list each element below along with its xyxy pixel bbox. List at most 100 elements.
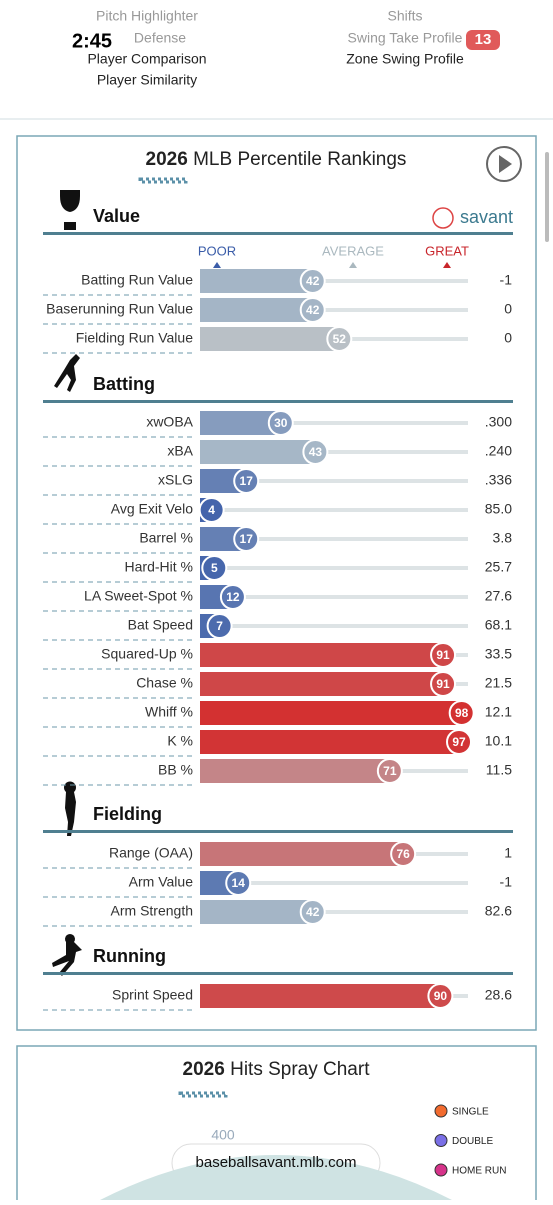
card-title: 2026 Hits Spray Chart: [183, 1059, 371, 1080]
percentile-label: 97: [452, 735, 466, 749]
percentile-badge: [225, 870, 252, 896]
track: [200, 566, 468, 570]
metric-value: .336: [485, 472, 512, 488]
scale-arrow: [349, 262, 357, 268]
metric-name: Bat Speed: [128, 617, 193, 633]
card-title-text: MLB Percentile Rankings: [193, 149, 406, 170]
scale-arrow: [213, 262, 221, 268]
metric-value: 28.6: [485, 987, 512, 1003]
metric-name: xBA: [167, 443, 193, 459]
scale-label: GREAT: [425, 243, 469, 258]
percentile-badge: [302, 439, 329, 465]
card-year: 2026: [183, 1059, 225, 1080]
legend-label: HOME RUN: [452, 1166, 506, 1177]
metric-name: LA Sweet-Spot %: [84, 588, 193, 604]
divider: [0, 118, 553, 120]
percentile-label: 76: [396, 847, 410, 861]
play-icon: [499, 155, 512, 173]
metric-name: Squared-Up %: [101, 646, 193, 662]
percentile-label: 52: [333, 332, 347, 346]
menu-link: Zone Swing Profile: [346, 51, 464, 67]
metric-value: 82.6: [485, 903, 512, 919]
card-title-text: Hits Spray Chart: [230, 1059, 370, 1080]
percentile-bar: [200, 672, 444, 696]
section-rule: [43, 400, 513, 403]
metric-value: .240: [485, 443, 512, 459]
metric-name: Hard-Hit %: [125, 559, 193, 575]
menu-link: Shifts: [387, 8, 422, 24]
percentile-badge: [233, 468, 260, 494]
percentile-badge: [430, 671, 457, 697]
percentile-badge: [376, 758, 403, 784]
percentile-label: 17: [240, 474, 254, 488]
percentile-bar: [200, 440, 316, 464]
metric-name: Range (OAA): [109, 845, 193, 861]
time: 2:45: [72, 30, 112, 52]
legend-dot: [434, 1134, 448, 1147]
card-year: 2026: [146, 149, 188, 170]
track: [200, 881, 468, 885]
metric-name: xSLG: [158, 472, 193, 488]
section-rule: [43, 232, 513, 235]
track: [200, 624, 468, 628]
metric-name: Fielding Run Value: [76, 330, 193, 346]
percentile-badge: [446, 729, 473, 755]
percentile-bar: [200, 411, 281, 435]
percentile-badge: [430, 642, 457, 668]
track: [200, 279, 468, 283]
card-title: 2026 MLB Percentile Rankings: [146, 149, 407, 170]
metric-value: 27.6: [485, 588, 512, 604]
percentile-badge: [427, 983, 454, 1009]
track: [200, 308, 468, 312]
percentile-label: 90: [434, 989, 448, 1003]
metric-value: 1: [504, 845, 512, 861]
battery-level: 13: [475, 31, 492, 48]
section-title: Running: [93, 946, 166, 966]
percentile-bar: [200, 984, 441, 1008]
metric-value: 33.5: [485, 646, 512, 662]
percentile-badge: [299, 297, 326, 323]
scale-label: POOR: [198, 243, 236, 258]
title-underline: [138, 177, 188, 184]
percentile-badge: [390, 841, 417, 867]
metric-name: Arm Strength: [111, 903, 193, 919]
percentile-bar: [200, 298, 313, 322]
legend-label: DOUBLE: [452, 1136, 493, 1147]
percentile-label: 42: [306, 303, 320, 317]
percentile-badge: [299, 899, 326, 925]
metric-value: -1: [500, 874, 513, 890]
percentile-badge: [448, 700, 475, 726]
scale-label: AVERAGE: [322, 243, 384, 258]
section-rule: [43, 972, 513, 975]
percentile-label: 12: [226, 590, 240, 604]
metric-name: BB %: [158, 762, 193, 778]
percentile-label: 17: [240, 532, 254, 546]
percentile-badge: [267, 410, 294, 436]
track: [200, 508, 468, 512]
batter-icon: [54, 354, 80, 392]
percentile-bar: [200, 701, 462, 725]
percentile-bar: [200, 643, 444, 667]
percentile-badge: [219, 584, 246, 610]
track: [200, 479, 468, 483]
track: [200, 910, 468, 914]
percentile-bar: [200, 269, 313, 293]
menu-link: Player Similarity: [97, 72, 197, 88]
legend-dot: [434, 1163, 448, 1177]
percentile-label: 14: [232, 876, 246, 890]
percentile-badge: [206, 613, 233, 639]
field: [100, 1155, 452, 1200]
metric-value: .300: [485, 414, 512, 430]
metric-value: -1: [500, 272, 513, 288]
menu-link: Defense: [134, 30, 186, 46]
metric-value: 11.5: [486, 762, 512, 778]
percentile-badge: [198, 497, 225, 523]
percentile-bar: [200, 842, 404, 866]
metric-name: Arm Value: [129, 874, 194, 890]
percentile-bar: [200, 900, 313, 924]
metric-value: 25.7: [485, 559, 512, 575]
section-title: Batting: [93, 374, 155, 394]
section-title: Fielding: [93, 804, 162, 824]
percentile-label: 98: [455, 706, 469, 720]
